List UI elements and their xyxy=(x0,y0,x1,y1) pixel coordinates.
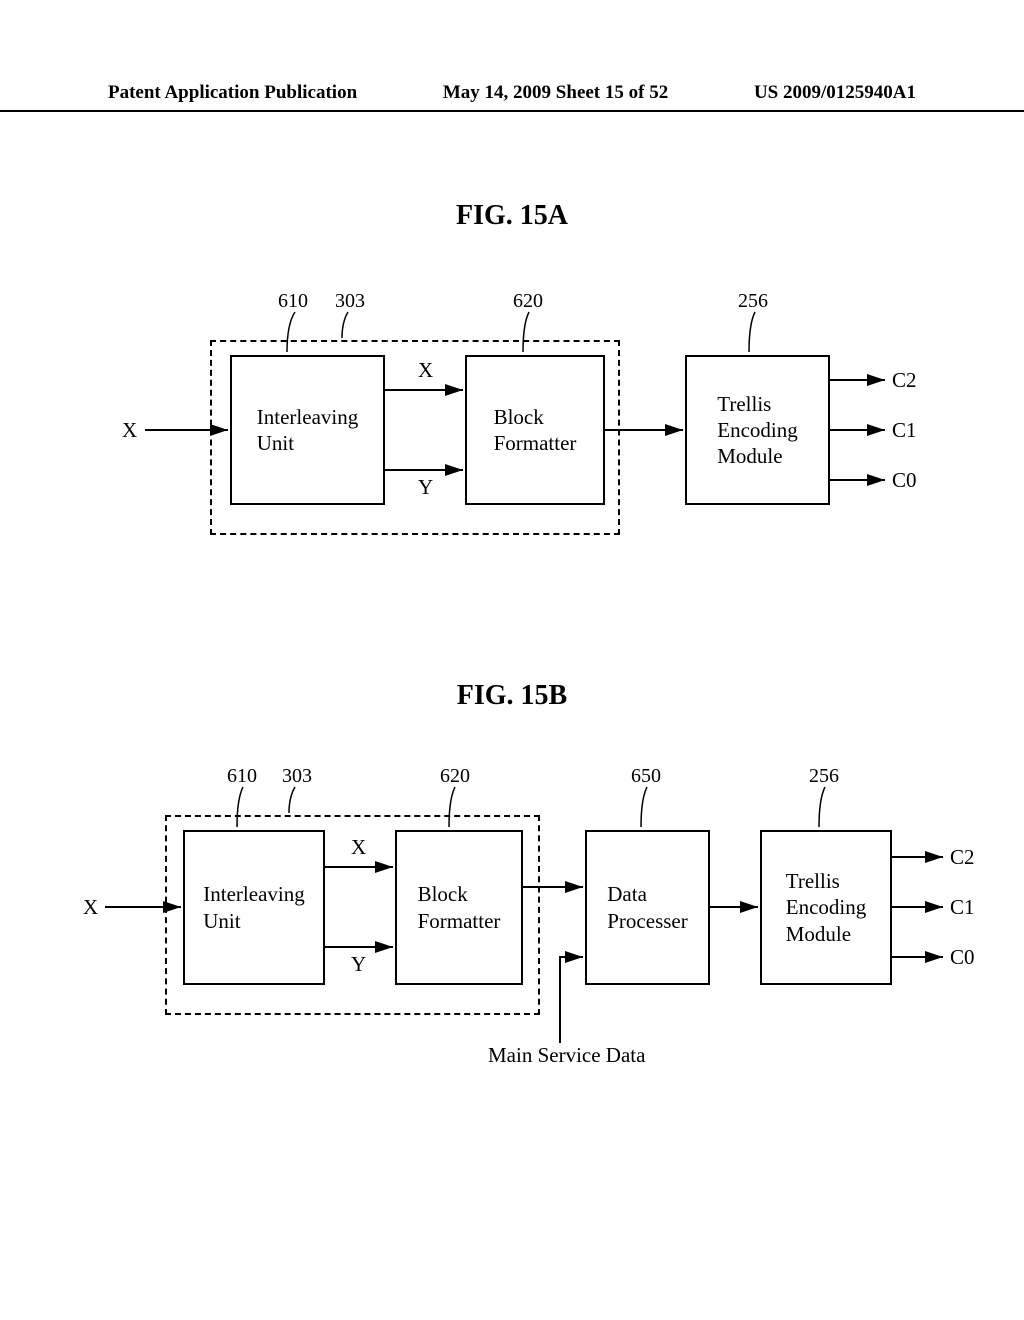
figure-a-diagram: InterleavingUnit BlockFormatter TrellisE… xyxy=(130,300,900,560)
label-620-a: 620 xyxy=(513,290,543,313)
figure-b-diagram: InterleavingUnit BlockFormatter DataProc… xyxy=(95,775,965,1095)
header-right: US 2009/0125940A1 xyxy=(754,82,916,104)
figure-a-title: FIG. 15A xyxy=(0,200,1024,232)
label-256-a: 256 xyxy=(738,290,768,313)
output-c2-a: C2 xyxy=(892,368,917,393)
label-650-b: 650 xyxy=(631,765,661,788)
output-c2-b: C2 xyxy=(950,845,975,870)
label-620-b: 620 xyxy=(440,765,470,788)
output-c1-a: C1 xyxy=(892,418,917,443)
label-610-b: 610 xyxy=(227,765,257,788)
mid-x-label-b: X xyxy=(351,835,366,860)
header-center: May 14, 2009 Sheet 15 of 52 xyxy=(443,82,668,104)
label-610-a: 610 xyxy=(278,290,308,313)
input-x-label-a: X xyxy=(122,418,137,443)
mid-x-label-a: X xyxy=(418,358,433,383)
output-c0-b: C0 xyxy=(950,945,975,970)
main-service-data-label: Main Service Data xyxy=(488,1043,645,1068)
label-256-b: 256 xyxy=(809,765,839,788)
output-c0-a: C0 xyxy=(892,468,917,493)
input-x-label-b: X xyxy=(83,895,98,920)
header-left: Patent Application Publication xyxy=(108,82,357,104)
label-303-a: 303 xyxy=(335,290,365,313)
label-303-b: 303 xyxy=(282,765,312,788)
figure-a-svg xyxy=(130,300,900,580)
mid-y-label-a: Y xyxy=(418,475,433,500)
mid-y-label-b: Y xyxy=(351,952,366,977)
figure-b-title: FIG. 15B xyxy=(0,680,1024,712)
page-header: Patent Application Publication May 14, 2… xyxy=(0,82,1024,112)
output-c1-b: C1 xyxy=(950,895,975,920)
